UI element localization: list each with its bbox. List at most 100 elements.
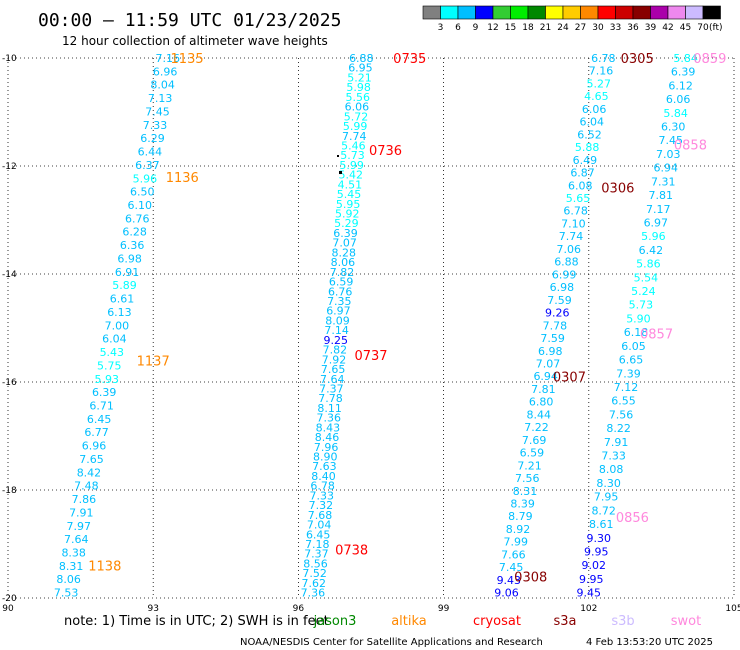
wave-height-value: 5.73 — [340, 149, 365, 162]
wave-height-value: 8.08 — [599, 463, 624, 476]
cryosat-track: 6.886.955.215.985.566.065.725.997.745.46… — [301, 52, 374, 600]
wave-height-value: 7.33 — [601, 450, 626, 463]
wave-height-value: 6.29 — [140, 132, 165, 145]
legend-label: 15 — [505, 23, 516, 33]
satellite-key-cryosat: cryosat — [473, 614, 521, 629]
pass-time-label: 0735 — [393, 52, 426, 67]
wave-height-value: 8.46 — [315, 431, 340, 444]
wave-height-value: 7.48 — [74, 480, 99, 493]
wave-height-value: 6.97 — [326, 305, 351, 318]
satellite-key-altika: altika — [391, 614, 427, 629]
wave-height-value: 7.37 — [304, 548, 329, 561]
wave-height-value: 7.91 — [604, 436, 629, 449]
wave-height-value: 5.84 — [673, 52, 698, 65]
satellite-key: jason3 altika cryosat s3a s3b swot — [313, 614, 702, 629]
legend-swatch — [545, 5, 564, 20]
legend-label: 36 — [627, 23, 639, 33]
wave-height-value: 9.43 — [497, 574, 522, 587]
wave-height-value: 7.78 — [318, 392, 343, 405]
wave-height-value: 9.30 — [586, 532, 611, 545]
legend-label: 18 — [522, 23, 534, 33]
wave-height-value: 7.52 — [302, 567, 327, 580]
wave-height-value: 7.31 — [651, 175, 676, 188]
wave-height-value: 5.72 — [344, 110, 369, 123]
legend-swatch — [580, 5, 599, 20]
wave-height-value: 7.82 — [330, 266, 355, 279]
wave-height-value: 7.69 — [522, 434, 547, 447]
pass-time-label: 0306 — [601, 182, 634, 197]
wave-height-value: 7.95 — [594, 491, 619, 504]
wave-height-value: 6.59 — [520, 447, 545, 460]
wave-height-value: 7.22 — [524, 421, 549, 434]
wave-height-value: 7.74 — [559, 230, 584, 243]
wave-height-value: 8.42 — [77, 466, 102, 479]
wave-height-value: 6.94 — [533, 370, 558, 383]
wave-height-value: 7.36 — [317, 412, 342, 425]
wave-height-value: 7.33 — [143, 119, 168, 132]
lon-tick-label: 96 — [293, 604, 305, 614]
wave-height-value: 6.04 — [580, 116, 605, 129]
wave-height-value: 7.16 — [155, 52, 180, 65]
wave-height-value: 6.97 — [644, 216, 669, 229]
altika-track: 7.166.968.047.137.457.336.296.446.375.96… — [54, 52, 180, 600]
wave-height-value: 7.82 — [323, 344, 348, 357]
wave-height-value: 7.14 — [324, 324, 349, 337]
wave-height-value: 6.36 — [120, 239, 145, 252]
wave-height-value: 6.37 — [135, 159, 160, 172]
wave-height-value: 7.45 — [499, 561, 524, 574]
wave-height-value: 8.22 — [606, 422, 631, 435]
pass-time-label: 0858 — [674, 138, 707, 153]
wave-height-value: 5.42 — [339, 169, 364, 182]
wave-height-value: 6.08 — [568, 179, 593, 192]
wave-height-value: 7.37 — [319, 382, 344, 395]
pass-time-label: 1138 — [88, 560, 121, 575]
wave-height-value: 6.28 — [122, 226, 147, 239]
map-title: 00:00 — 11:59 UTC 01/23/2025 — [38, 10, 341, 31]
wave-height-value: 6.12 — [668, 79, 693, 92]
pass-time-label: 0307 — [553, 371, 586, 386]
wave-height-value: 6.96 — [82, 440, 107, 453]
wave-height-value: 8.30 — [596, 477, 621, 490]
wave-height-value: 6.98 — [538, 345, 563, 358]
legend-label: 21 — [540, 23, 551, 33]
wave-height-value: 7.81 — [649, 189, 674, 202]
wave-height-value: 7.99 — [503, 536, 528, 549]
wave-height-value: 7.45 — [145, 105, 170, 118]
wave-height-value: 6.88 — [349, 52, 374, 65]
legend-label: 9 — [473, 23, 479, 33]
legend-swatch — [562, 5, 581, 20]
grid-lines — [7, 57, 735, 599]
pass-time-label: 0736 — [369, 144, 402, 159]
wave-height-value: 7.03 — [656, 148, 681, 161]
lon-tick-label: 93 — [147, 604, 158, 614]
legend-swatch — [492, 5, 511, 20]
pass-time-label: 0859 — [693, 52, 726, 67]
lat-tick-label: -20 — [2, 594, 17, 604]
wave-height-value: 5.89 — [112, 279, 137, 292]
wave-height-value: 7.56 — [515, 472, 540, 485]
wave-height-value: 5.84 — [663, 107, 688, 120]
wave-height-value: 6.13 — [107, 306, 132, 319]
wave-height-value: 5.24 — [631, 285, 656, 298]
wave-height-value: 5.29 — [334, 217, 359, 230]
wave-height-value: 7.21 — [517, 459, 542, 472]
wave-height-value: 7.65 — [321, 363, 346, 376]
wave-height-value: 6.10 — [128, 199, 153, 212]
legend-label: 42 — [662, 23, 673, 33]
wave-height-value: 7.91 — [69, 506, 94, 519]
wave-height-value: 8.11 — [317, 402, 342, 415]
wave-height-value: 7.96 — [314, 441, 339, 454]
wave-height-value: 8.31 — [59, 560, 84, 573]
legend-label: 45 — [680, 23, 691, 33]
legend-swatch — [527, 5, 546, 20]
legend-label: 33 — [610, 23, 621, 33]
pass-time-label: 0305 — [621, 52, 654, 67]
wave-height-value: 6.88 — [554, 256, 579, 269]
wave-height-value: 7.86 — [72, 493, 97, 506]
legend-swatch — [510, 5, 529, 20]
wave-height-value: 6.98 — [117, 252, 142, 265]
legend-label: 6 — [455, 23, 461, 33]
wave-height-value: 5.92 — [335, 208, 360, 221]
legend-label: 30 — [592, 23, 604, 33]
legend-swatch — [597, 5, 616, 20]
